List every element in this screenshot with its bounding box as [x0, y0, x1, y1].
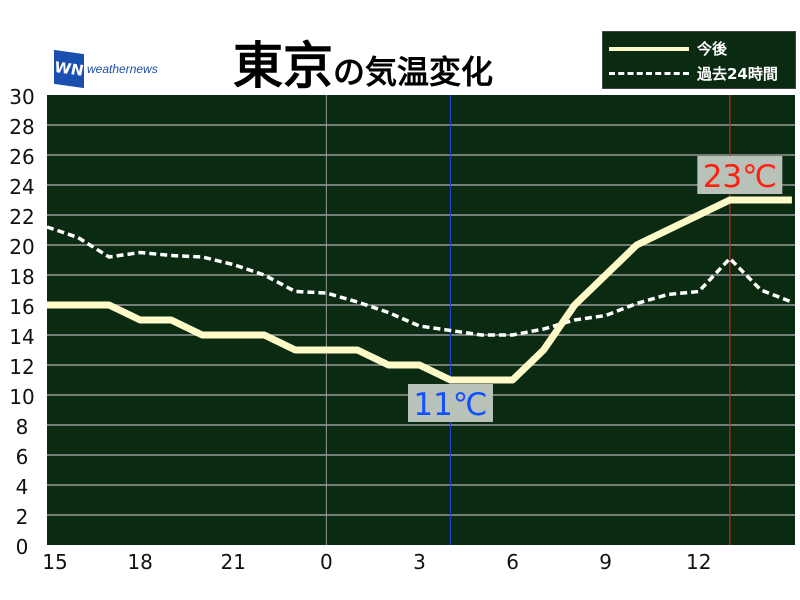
x-tick-label: 0: [320, 550, 333, 574]
logo-text: weathernews: [87, 62, 158, 76]
title-sub: の気温変化: [333, 53, 494, 91]
title-city: 東京: [233, 37, 333, 95]
legend-item-past: 過去24時間: [603, 63, 778, 84]
y-tick-label: 10: [9, 385, 34, 409]
chart-title: 東京の気温変化: [233, 26, 493, 98]
y-tick-label: 18: [9, 265, 34, 289]
y-tick-label: 4: [16, 475, 29, 499]
x-tick-label: 18: [127, 550, 152, 574]
y-tick-label: 8: [16, 415, 29, 439]
legend-label: 今後: [697, 40, 728, 58]
y-tick-label: 14: [9, 325, 34, 349]
annotation-max: 23℃: [703, 159, 777, 195]
weathernews-logo: WN weathernews: [54, 49, 158, 89]
legend-swatch-dashed: [609, 72, 689, 75]
y-tick-label: 2: [16, 505, 29, 529]
annotation-min: 11℃: [413, 387, 487, 423]
x-tick-label: 12: [686, 550, 711, 574]
x-tick-label: 9: [599, 550, 612, 574]
x-tick-label: 6: [506, 550, 519, 574]
annotation-max-bg: [697, 156, 783, 194]
x-tick-label: 15: [42, 550, 67, 574]
y-tick-label: 22: [9, 205, 34, 229]
legend-item-future: 今後: [603, 38, 727, 59]
annotation-min-bg: [407, 384, 493, 422]
y-tick-label: 30: [9, 85, 34, 109]
y-tick-label: 12: [9, 355, 34, 379]
y-tick-label: 20: [9, 235, 34, 259]
x-tick-label: 3: [413, 550, 426, 574]
y-tick-label: 16: [9, 295, 34, 319]
y-tick-label: 6: [16, 445, 29, 469]
y-tick-label: 24: [9, 175, 34, 199]
x-tick-label: 21: [220, 550, 245, 574]
y-tick-label: 28: [9, 115, 34, 139]
y-tick-label: 26: [9, 145, 34, 169]
legend-swatch-solid: [609, 46, 689, 51]
legend: 今後 過去24時間: [602, 31, 796, 89]
legend-label: 過去24時間: [697, 65, 778, 83]
y-tick-label: 0: [16, 535, 29, 559]
